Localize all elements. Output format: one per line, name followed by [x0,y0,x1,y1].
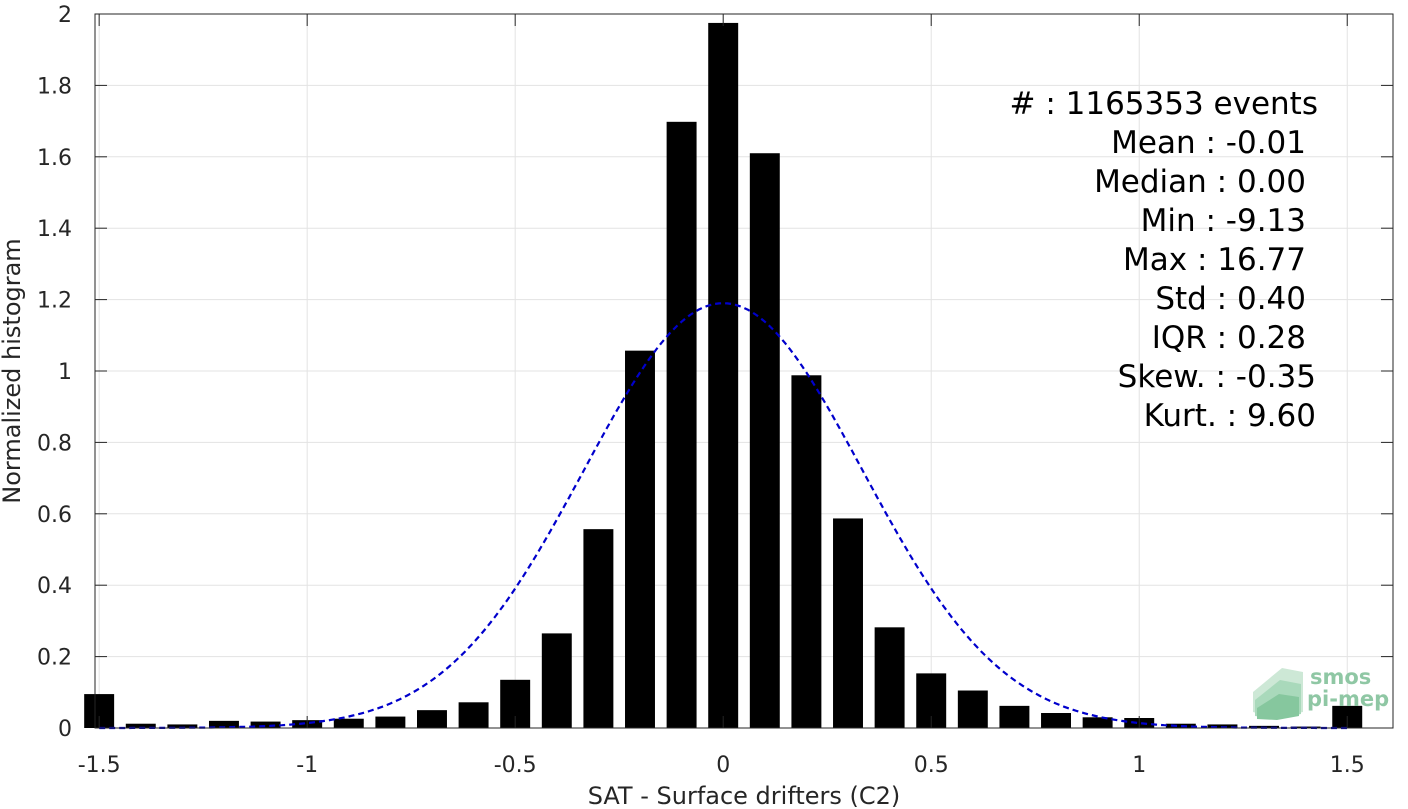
histogram-bar [1165,723,1196,728]
y-tick-label: 0.4 [37,574,72,599]
histogram-bar [625,350,655,728]
histogram-bar [1082,717,1113,728]
histogram-bar [583,529,614,728]
stat-line: # : 1165353 events [1010,86,1319,122]
histogram-bar [1041,713,1071,728]
x-tick-label: 1 [1132,753,1146,778]
histogram-bar [708,22,739,729]
histogram-bar [666,121,697,728]
y-tick-label: 2 [58,3,72,28]
histogram-bar [833,518,863,728]
histogram-bar [417,710,447,728]
histogram-bar [957,690,988,728]
histogram-bar [874,627,905,728]
smos-pi-mep-logo: smos pi-mep [1253,665,1389,720]
logo-text-smos: smos [1310,665,1371,689]
histogram-bar [125,723,156,728]
x-axis-label: SAT - Surface drifters (C2) [588,782,901,809]
histogram-bar [167,724,198,728]
x-tick-label: -1.5 [78,753,121,778]
logo-text-pi-mep: pi-mep [1307,687,1389,711]
x-tick-label: -0.5 [494,753,537,778]
x-tick-label: -1 [296,753,318,778]
histogram-bar [791,375,822,728]
histogram-bar [541,633,572,728]
x-tick-label: 0 [716,753,730,778]
y-tick-label: 0.8 [37,431,72,456]
stat-line: Min : -9.13 [1141,203,1306,239]
histogram-bar [208,720,239,728]
histogram-bar [333,718,364,728]
histogram-bar [749,153,780,729]
y-tick-label: 0.6 [37,503,72,528]
y-tick-label: 1.6 [37,146,72,171]
stat-line: Max : 16.77 [1123,242,1306,278]
x-tick-label: 1.5 [1330,753,1365,778]
stat-line: Median : 0.00 [1094,164,1306,200]
x-tick-label: 0.5 [914,753,949,778]
histogram-bar [458,702,489,728]
histogram-bar [999,705,1030,728]
y-tick-label: 0 [58,717,72,742]
y-tick-label: 0.2 [37,646,72,671]
y-axis-label: Normalized histogram [0,238,26,503]
stat-line: Kurt. : 9.60 [1144,398,1316,434]
y-tick-label: 1.2 [37,289,72,314]
histogram-bar [250,721,281,728]
y-tick-label: 1.4 [37,217,72,242]
histogram-bar [375,716,406,728]
y-tick-label: 1 [58,360,72,385]
stat-line: IQR : 0.28 [1152,320,1306,356]
axis-ticks [95,13,1393,729]
stat-line: Std : 0.40 [1155,281,1306,317]
y-tick-label: 1.8 [37,74,72,99]
x-tick-labels: -1.5 -1 -0.5 0 0.5 1 1.5 [78,753,1365,778]
logo-mark-icon [1253,668,1303,720]
stat-line: Mean : -0.01 [1111,125,1306,161]
bars [84,22,1363,729]
y-tick-labels: 0 0.2 0.4 0.6 0.8 1 1.2 1.4 1.6 1.8 2 [37,3,72,742]
stat-line: Skew. : -0.35 [1118,359,1316,395]
